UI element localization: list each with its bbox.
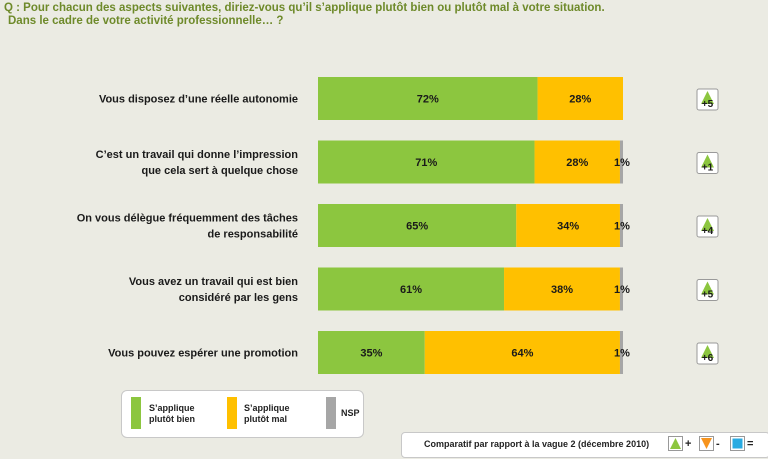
legend-label-mal: S’applique plutôt mal (244, 403, 290, 424)
comparison-text: Comparatif par rapport à la vague 2 (déc… (424, 439, 650, 449)
category-label-line: C’est un travail qui donne l’impression (96, 149, 299, 161)
legend-swatch-mal (227, 397, 237, 429)
bar-bien (318, 331, 425, 374)
data-label-bien: 71% (415, 157, 437, 169)
up-triangle-icon (701, 345, 714, 358)
data-label-nsp: 1% (614, 284, 630, 296)
down-triangle-icon (699, 436, 714, 451)
category-label: Vous avez un travail qui est bien considé… (129, 276, 298, 304)
bar-bien (318, 77, 538, 120)
category-label-line: que cela sert à quelque chose (141, 165, 298, 177)
question-line-1: Q : Pour chacun des aspects suivantes, d… (4, 2, 605, 14)
comparison-plus: + (685, 438, 692, 450)
data-label-nsp: 1% (614, 157, 630, 169)
bar-mal (504, 267, 620, 311)
bar-mal (534, 140, 620, 184)
evolution-value: +5 (702, 99, 714, 110)
evolution-value: +4 (702, 226, 714, 237)
up-triangle-icon (701, 281, 714, 295)
comparison-minus: - (716, 438, 720, 450)
data-label-mal: 34% (557, 221, 579, 233)
data-label-nsp: 1% (614, 221, 630, 233)
bar-mal (537, 77, 623, 120)
question-line-2: Dans le cadre de votre activité professi… (8, 15, 284, 27)
category-label-line: de responsabilité (208, 229, 298, 241)
bar-nsp (619, 331, 623, 374)
question-text: Q : Pour chacun des aspects suivantes, d… (4, 2, 764, 28)
category-label: On vous délègue fréquemment des tâches de… (77, 213, 298, 241)
bar-nsp (619, 140, 623, 184)
bar-mal (424, 331, 620, 374)
legend: S’applique plutôt bien S’applique plutôt… (121, 390, 364, 438)
evolution-value: +1 (702, 163, 714, 174)
legend-label-bien: S’applique plutôt bien (149, 403, 195, 424)
bar-nsp (619, 267, 623, 311)
legend-label-nsp: NSP (341, 408, 360, 418)
data-label-bien: 65% (406, 221, 428, 233)
category-label: Vous disposez d’une réelle autonomie (99, 94, 298, 106)
bar-mal (516, 204, 620, 247)
bar-bien (318, 267, 505, 311)
up-triangle-icon (668, 436, 683, 451)
comparison-equal: = (747, 438, 754, 450)
up-triangle-icon (701, 154, 714, 168)
evolution-value: +6 (702, 353, 714, 364)
category-label-line: On vous délègue fréquemment des tâches (77, 213, 298, 225)
data-label-bien: 72% (417, 94, 439, 106)
data-label-mal: 64% (511, 348, 533, 360)
category-label: C’est un travail qui donne l’impression q… (96, 149, 299, 177)
data-label-bien: 35% (360, 348, 382, 360)
bar-bien (318, 204, 517, 247)
legend-swatch-nsp (326, 397, 336, 429)
bar-bien (318, 140, 535, 184)
up-triangle-icon (701, 218, 714, 231)
data-label-mal: 28% (566, 157, 588, 169)
category-label-line: considéré par les gens (179, 292, 298, 304)
legend-swatch-bien (131, 397, 141, 429)
category-label-line: Vous pouvez espérer une promotion (108, 348, 298, 360)
bar-nsp (619, 204, 623, 247)
equal-square-icon (730, 436, 745, 451)
data-label-nsp: 1% (614, 348, 630, 360)
data-label-mal: 38% (551, 284, 573, 296)
category-label: Vous pouvez espérer une promotion (108, 348, 298, 360)
up-triangle-icon (701, 91, 714, 104)
data-label-mal: 28% (569, 94, 591, 106)
evolution-value: +5 (702, 290, 714, 301)
data-label-bien: 61% (400, 284, 422, 296)
category-label-line: Vous disposez d’une réelle autonomie (99, 94, 298, 106)
comparison-legend: Comparatif par rapport à la vague 2 (déc… (401, 432, 768, 458)
category-label-line: Vous avez un travail qui est bien (129, 276, 298, 288)
